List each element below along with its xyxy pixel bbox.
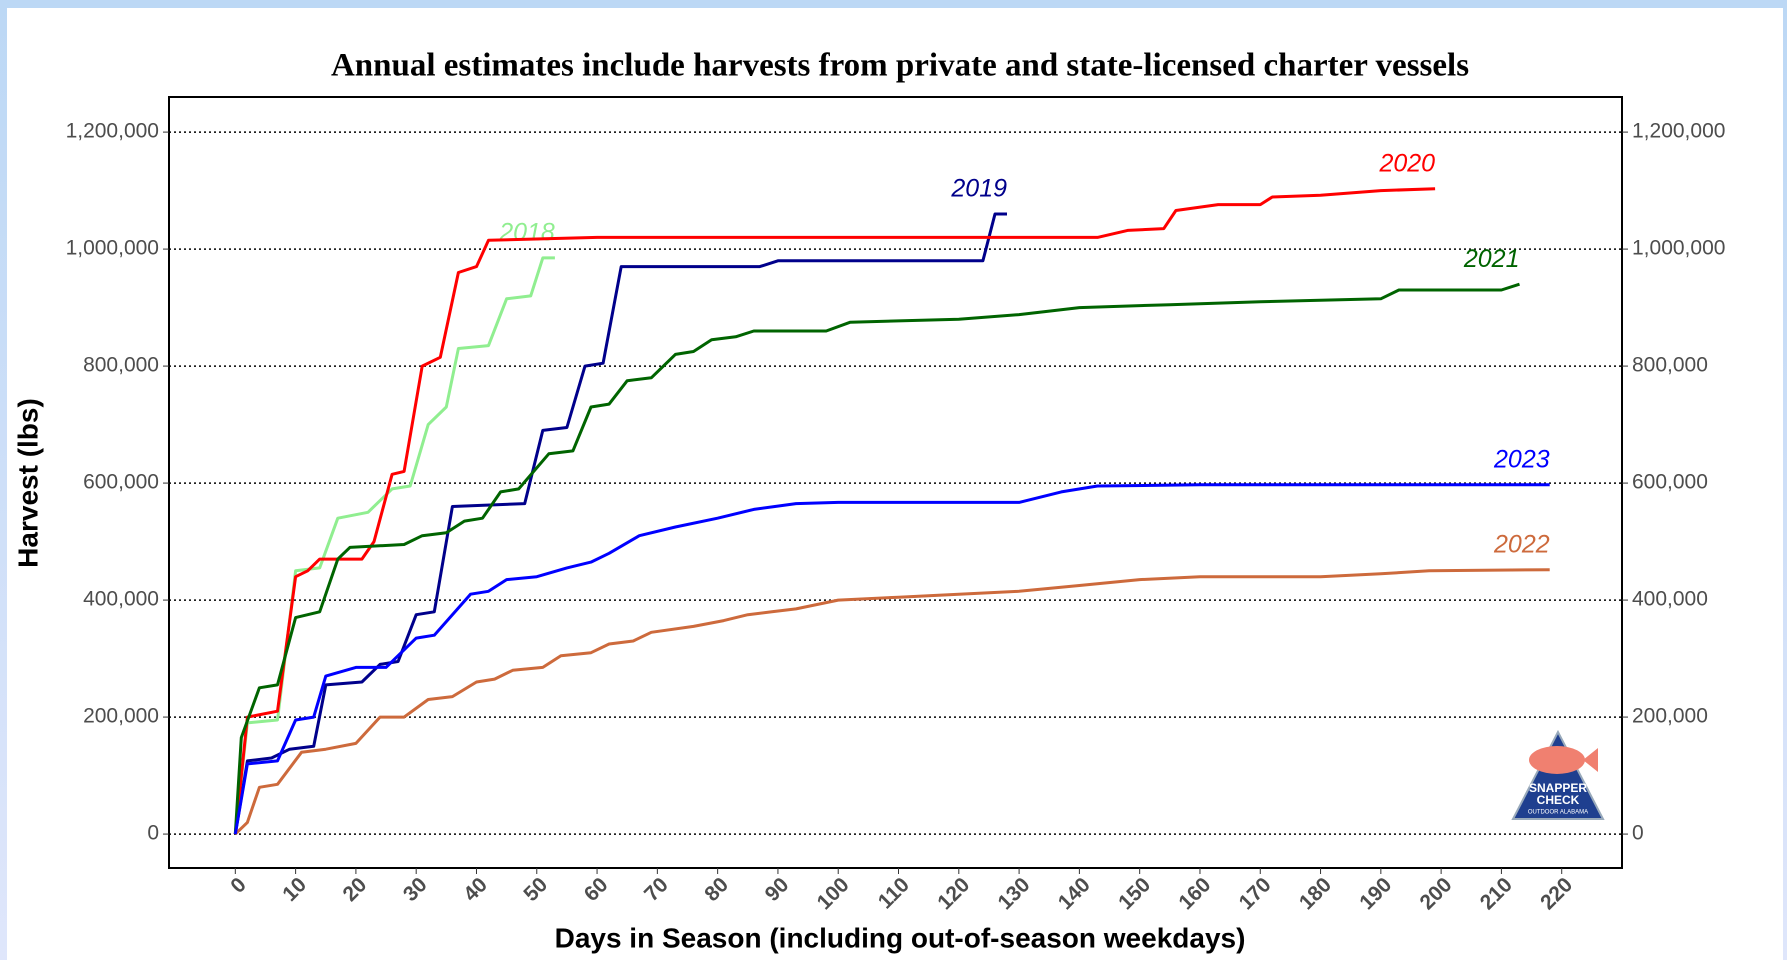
y2-tick-label: 0 bbox=[1632, 822, 1644, 845]
y-tick-label: 1,200,000 bbox=[66, 120, 159, 143]
y-tick-label: 1,000,000 bbox=[66, 237, 159, 260]
x-axis-title: Days in Season (including out-of-season … bbox=[555, 922, 1246, 953]
y-axis-title: Harvest (lbs) bbox=[12, 398, 43, 568]
y-tick-label: 600,000 bbox=[83, 471, 159, 494]
y-tick-label: 0 bbox=[147, 822, 159, 845]
y2-tick-label: 1,000,000 bbox=[1632, 237, 1725, 260]
logo-text: CHECK bbox=[1537, 793, 1580, 807]
series-label: 2022 bbox=[1493, 530, 1550, 558]
y2-tick-label: 200,000 bbox=[1632, 705, 1708, 728]
y2-tick-label: 400,000 bbox=[1632, 588, 1708, 611]
series-label: 2020 bbox=[1378, 149, 1435, 177]
y-tick-label: 800,000 bbox=[83, 354, 159, 377]
series-label: 2021 bbox=[1463, 245, 1520, 273]
logo-fish bbox=[1529, 746, 1585, 774]
y2-tick-label: 600,000 bbox=[1632, 471, 1708, 494]
chart: Annual estimates include harvests from p… bbox=[0, 0, 1787, 960]
chart-title: Annual estimates include harvests from p… bbox=[331, 48, 1469, 84]
series-label: 2019 bbox=[950, 175, 1007, 203]
y2-tick-label: 800,000 bbox=[1632, 354, 1708, 377]
y-tick-label: 400,000 bbox=[83, 588, 159, 611]
y-tick-label: 200,000 bbox=[83, 705, 159, 728]
series-label: 2023 bbox=[1493, 445, 1550, 473]
series-label: 2018 bbox=[498, 218, 555, 246]
y2-tick-label: 1,200,000 bbox=[1632, 120, 1725, 143]
logo-text: OUTDOOR ALABAMA bbox=[1528, 810, 1588, 816]
